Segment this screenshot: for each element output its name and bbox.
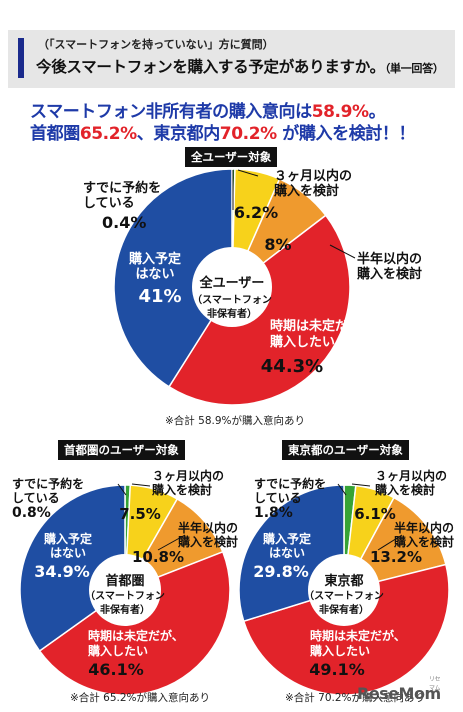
leader-line <box>117 483 127 496</box>
question-subtitle: （「スマートフォンを持っていない」方に質問） <box>38 38 274 51</box>
headline-line-1: スマートフォン非所有者の購入意向は58.9%。 <box>30 97 386 122</box>
slice-label-3: 時期は未定だが、 <box>270 318 374 334</box>
pie-slice-3 <box>242 563 450 696</box>
chart-note-metro: ※合計 65.2%が購入意向あり <box>70 692 210 704</box>
pie-center-hole <box>308 554 380 626</box>
question-text: 今後スマートフォンを購入する予定がありますか。 <box>36 58 385 76</box>
slice-value-3: 49.1% <box>309 660 365 679</box>
slice-value-3: 46.1% <box>88 660 144 679</box>
slice-label-0: している <box>83 196 135 211</box>
slice-label-4: はない <box>269 546 305 560</box>
slice-label-1: 購入を検討 <box>374 482 435 497</box>
pie-chart-1 <box>19 483 231 696</box>
slice-label-4: はない <box>135 267 174 282</box>
slice-value-3: 44.3% <box>261 356 323 377</box>
pie-slice-4 <box>113 168 233 388</box>
headline-1-end: 。 <box>368 102 386 122</box>
slice-label-2: 購入を検討 <box>177 534 238 549</box>
slice-value-0: 1.8% <box>254 505 293 521</box>
slice-label-3: 時期は未定だが、 <box>88 628 184 643</box>
pie-center-label: 東京都 <box>324 573 363 589</box>
headline-line-2: 首都圏65.2%、東京都内70.2% が購入を検討！！ <box>30 119 416 144</box>
slice-label-0: すでに予約を <box>12 476 84 491</box>
pie-chart-0 <box>113 168 356 406</box>
slice-label-2: 購入を検討 <box>356 266 422 282</box>
slice-label-4: はない <box>50 546 86 560</box>
slice-value-2: 13.2% <box>370 548 422 566</box>
headline-2-region-b: 、東京都内 <box>136 124 220 144</box>
slice-value-4: 29.8% <box>253 562 309 581</box>
slice-value-0: 0.4% <box>102 213 146 232</box>
leader-line <box>377 534 403 551</box>
pie-slice-4 <box>19 484 126 653</box>
slice-value-4: 41% <box>138 286 181 307</box>
slice-label-4: 購入予定 <box>43 531 92 546</box>
leader-line <box>157 534 186 551</box>
pie-center-label: 非保有者） <box>319 603 369 616</box>
headline-2-value-b: 70.2% <box>219 124 277 144</box>
pie-center-hole <box>89 554 161 626</box>
leader-line <box>329 244 356 259</box>
slice-label-1: ３ヶ月以内の <box>274 168 352 184</box>
slice-label-0: すでに予約を <box>83 180 161 196</box>
resemom-logo: ResеMom リセマム <box>357 676 441 703</box>
chart-title-all: 全ユーザー対象 <box>185 147 278 167</box>
slice-label-2: 購入を検討 <box>393 534 454 549</box>
question-header: （「スマートフォンを持っていない」方に質問） 今後スマートフォンを購入する予定が… <box>8 30 455 88</box>
slice-label-2: 半年以内の <box>357 251 422 267</box>
slice-label-4: 購入予定 <box>262 531 311 546</box>
pie-center-label: （スマートフォン <box>192 293 272 306</box>
slice-label-0: している <box>254 491 302 505</box>
slice-value-1: 6.2% <box>234 203 278 222</box>
question-title: 今後スマートフォンを購入する予定がありますか。（単一回答） <box>36 55 444 77</box>
slice-value-0: 0.8% <box>12 505 51 521</box>
leader-line <box>237 169 259 177</box>
pie-center-label: （スマートフォン <box>304 589 384 602</box>
slice-label-1: ３ヶ月以内の <box>375 468 447 483</box>
headline-2-end: が購入を検討！！ <box>276 124 416 144</box>
chart-title-metro: 首都圏のユーザー対象 <box>58 440 185 460</box>
question-note: （単一回答） <box>384 62 444 75</box>
leader-line <box>131 483 151 487</box>
header-accent-bar <box>18 38 24 78</box>
slice-label-0: している <box>12 491 60 505</box>
slice-label-0: すでに予約を <box>254 476 326 491</box>
slice-value-4: 34.9% <box>34 562 90 581</box>
pie-chart-2 <box>238 483 450 696</box>
slice-value-1: 7.5% <box>119 505 161 523</box>
slice-label-2: 半年以内の <box>178 520 238 535</box>
pie-center-label: 非保有者） <box>207 307 257 320</box>
slice-label-3: 時期は未定だが、 <box>310 628 406 643</box>
chart-note-tokyo: ※合計 70.2%が購入意向あり <box>285 692 425 704</box>
slice-value-2: 8% <box>264 235 291 254</box>
slice-label-2: 半年以内の <box>394 520 454 535</box>
pie-center-label: 非保有者） <box>100 603 150 616</box>
pie-center-hole <box>192 247 272 327</box>
slice-label-3: 購入したい <box>87 643 148 658</box>
slice-label-1: 購入を検討 <box>273 183 339 199</box>
slice-label-1: 購入を検討 <box>151 482 212 497</box>
slice-label-4: 購入予定 <box>128 251 181 267</box>
headline-1-value: 58.9% <box>311 102 369 122</box>
headline-2-region-a: 首都圏 <box>30 124 80 144</box>
slice-label-3: 購入したい <box>269 334 335 350</box>
leader-line <box>337 483 347 496</box>
slice-value-2: 10.8% <box>132 548 184 566</box>
slice-value-1: 6.1% <box>354 505 396 523</box>
pie-center-label: （スマートフォン <box>85 589 165 602</box>
headline-1-text: スマートフォン非所有者の購入意向は <box>30 102 312 122</box>
slice-label-3: 購入したい <box>309 643 370 658</box>
chart-title-tokyo: 東京都のユーザー対象 <box>282 440 409 460</box>
headline-2-value-a: 65.2% <box>79 124 137 144</box>
pie-center-label: 全ユーザー <box>199 275 265 291</box>
pie-center-label: 首都圏 <box>105 573 144 589</box>
slice-label-1: ３ヶ月以内の <box>152 468 224 483</box>
chart-note-all: ※合計 58.9%が購入意向あり <box>165 415 305 427</box>
leader-line <box>351 483 371 487</box>
